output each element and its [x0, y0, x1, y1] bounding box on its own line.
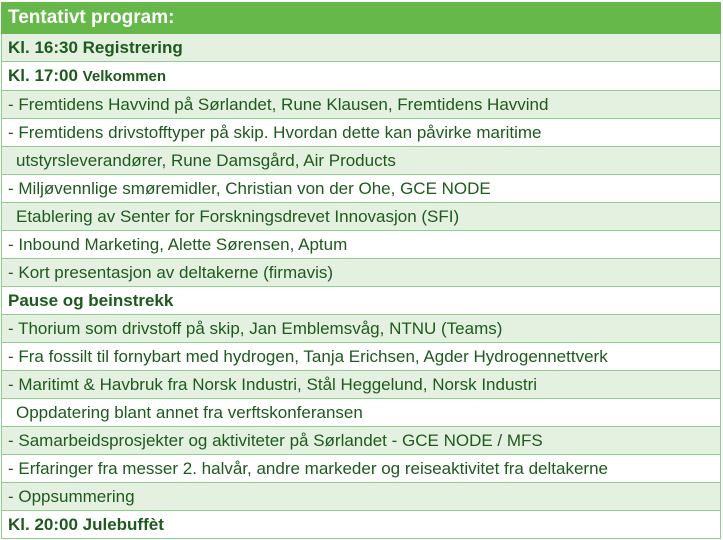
program-item: - Fremtidens drivstofftyper på skip. Hvo… — [1, 118, 721, 147]
program-label: Velkommen — [82, 68, 167, 85]
program-item: - Erfaringer fra messer 2. halvår, andre… — [1, 454, 721, 483]
program-item: - Fremtidens Havvind på Sørlandet, Rune … — [1, 90, 721, 119]
program-item: Oppdatering blant annet fra verftskonfer… — [1, 398, 721, 427]
program-row: - Thorium som drivstoff på skip, Jan Emb… — [1, 314, 721, 343]
program-row-welcome: Kl. 17:00 Velkommen — [1, 61, 721, 91]
program-row: - Oppsummering — [1, 482, 721, 511]
program-row: - Erfaringer fra messer 2. halvår, andre… — [1, 454, 721, 483]
program-row: - Fremtidens drivstofftyper på skip. Hvo… — [1, 118, 721, 147]
program-row: - Miljøvennlige smøremidler, Christian v… — [1, 174, 721, 203]
program-row-dinner: Kl. 20:00 Julebuffèt — [1, 510, 721, 539]
program-header-row: Tentativt program: — [1, 2, 721, 34]
program-row: utstyrsleverandører, Rune Damsgård, Air … — [1, 146, 721, 175]
program-item: Etablering av Senter for Forskningsdreve… — [1, 202, 721, 231]
program-row: - Fra fossilt til fornybart med hydrogen… — [1, 342, 721, 371]
program-row-break: Pause og beinstrekk — [1, 286, 721, 315]
program-item: - Inbound Marketing, Alette Sørensen, Ap… — [1, 230, 721, 259]
program-time: Kl. 17:00 — [8, 66, 78, 85]
program-item: Kl. 17:00 Velkommen — [1, 61, 721, 91]
program-row: - Samarbeidsprosjekter og aktiviteter på… — [1, 426, 721, 455]
program-row: - Kort presentasjon av deltakerne (firma… — [1, 258, 721, 287]
program-item: - Maritimt & Havbruk fra Norsk Industri,… — [1, 370, 721, 399]
program-item: Pause og beinstrekk — [1, 286, 721, 315]
program-item: utstyrsleverandører, Rune Damsgård, Air … — [1, 146, 721, 175]
program-row: - Maritimt & Havbruk fra Norsk Industri,… — [1, 370, 721, 399]
program-row: - Fremtidens Havvind på Sørlandet, Rune … — [1, 90, 721, 119]
program-item: Kl. 16:30 Registrering — [1, 33, 721, 62]
program-item: Kl. 20:00 Julebuffèt — [1, 510, 721, 539]
program-item: - Thorium som drivstoff på skip, Jan Emb… — [1, 314, 721, 343]
program-row: - Inbound Marketing, Alette Sørensen, Ap… — [1, 230, 721, 259]
program-item: - Fra fossilt til fornybart med hydrogen… — [1, 342, 721, 371]
program-row-registration: Kl. 16:30 Registrering — [1, 33, 721, 62]
program-row: Etablering av Senter for Forskningsdreve… — [1, 202, 721, 231]
program-item: - Oppsummering — [1, 482, 721, 511]
program-item: - Miljøvennlige smøremidler, Christian v… — [1, 174, 721, 203]
program-title: Tentativt program: — [1, 2, 721, 34]
program-item: - Kort presentasjon av deltakerne (firma… — [1, 258, 721, 287]
program-item: - Samarbeidsprosjekter og aktiviteter på… — [1, 426, 721, 455]
program-row: Oppdatering blant annet fra verftskonfer… — [1, 398, 721, 427]
